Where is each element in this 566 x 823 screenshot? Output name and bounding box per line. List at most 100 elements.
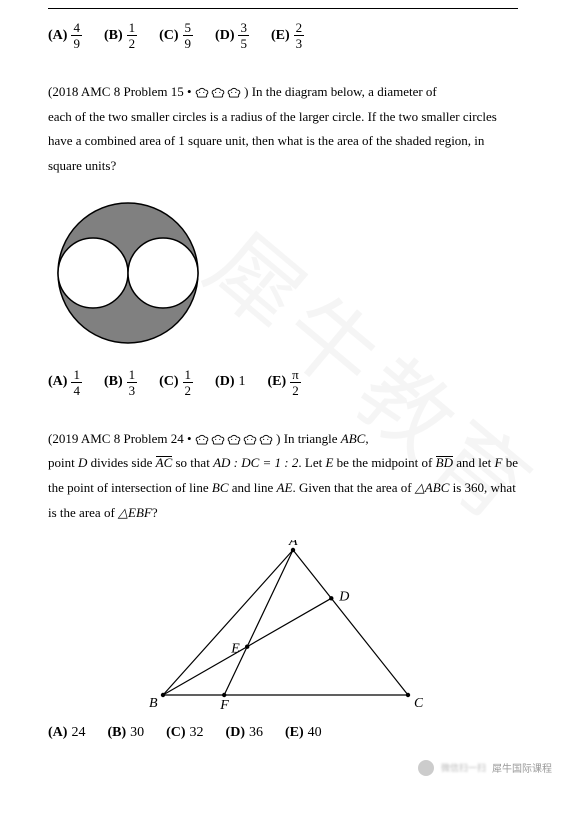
choice-c: (C) 59	[159, 21, 193, 50]
denominator: 9	[71, 36, 82, 50]
choice-e: (E) π2	[267, 368, 300, 397]
problem1-choices: (A) 14 (B) 13 (C) 12 (D) 1 (E) π2	[48, 368, 518, 397]
numerator: 2	[294, 21, 305, 36]
svg-text:A: A	[288, 540, 298, 549]
choice-d: (D) 35	[215, 21, 249, 50]
problem-source: (2018 AMC 8 Problem 15	[48, 84, 184, 99]
problem1-figure	[48, 193, 518, 358]
choice-b: (B) 12	[104, 21, 137, 50]
choice-e: (E) 23	[271, 21, 304, 50]
overline: BD	[436, 456, 453, 469]
math: △EBF	[118, 505, 152, 520]
t: point	[48, 455, 78, 470]
divider	[48, 8, 518, 9]
choice-d: (D) 36	[226, 725, 263, 741]
svg-text:D: D	[338, 589, 349, 604]
close-paren: )	[244, 84, 248, 99]
t: and line	[229, 480, 277, 495]
fraction: 13	[127, 368, 138, 397]
t: the area of	[357, 480, 415, 495]
wechat-icon	[417, 759, 435, 777]
val: 24	[71, 725, 85, 741]
choice-label: (C)	[166, 725, 185, 741]
t: divides side	[87, 455, 155, 470]
problem-text-lead: In the diagram below, a diameter of	[252, 84, 437, 99]
plain-val: 1	[238, 374, 245, 390]
numerator: π	[290, 368, 301, 383]
t: be the midpoint	[333, 455, 418, 470]
problem2-header: (2019 AMC 8 Problem 24 • ) In triangle A…	[48, 427, 518, 526]
numerator: 1	[71, 368, 82, 383]
choice-e: (E) 40	[285, 725, 322, 741]
problem-source: (2019 AMC 8 Problem 24	[48, 431, 184, 446]
math: BC	[212, 480, 229, 495]
t: so that	[172, 455, 213, 470]
choice-label: (E)	[285, 725, 304, 741]
fraction: 49	[71, 21, 82, 50]
choice-label: (A)	[48, 725, 67, 741]
choice-label: (D)	[226, 725, 245, 741]
text: ,	[365, 431, 368, 446]
choice-label: (B)	[104, 28, 123, 44]
numerator: 4	[71, 21, 82, 36]
fraction: π2	[290, 368, 301, 397]
problem2-choices: (A) 24 (B) 30 (C) 32 (D) 36 (E) 40	[48, 725, 518, 741]
choice-b: (B) 13	[104, 368, 137, 397]
denominator: 5	[238, 36, 249, 50]
fraction: 12	[183, 368, 194, 397]
overline: AC	[156, 456, 173, 469]
fraction: 23	[294, 21, 305, 50]
math: AD : DC = 1 : 2	[213, 455, 298, 470]
numerator: 1	[127, 21, 138, 36]
val: 36	[249, 725, 263, 741]
math: AE	[277, 480, 293, 495]
numerator: 5	[183, 21, 194, 36]
choice-c: (C) 32	[166, 725, 203, 741]
denominator: 3	[294, 36, 305, 50]
denominator: 4	[71, 383, 82, 397]
t: . Given that	[292, 480, 353, 495]
close-paren: )	[276, 431, 280, 446]
t: . Let	[298, 455, 325, 470]
svg-text:E: E	[230, 641, 240, 656]
choice-a: (A) 14	[48, 368, 82, 397]
triangle-diagram: ABCDEF	[143, 540, 423, 710]
choice-label: (D)	[215, 28, 234, 44]
choice-a: (A) 49	[48, 21, 82, 50]
choice-a: (A) 24	[48, 725, 85, 741]
fraction: 14	[71, 368, 82, 397]
denominator: 2	[183, 383, 194, 397]
val: 32	[190, 725, 204, 741]
numerator: 3	[238, 21, 249, 36]
fraction: 35	[238, 21, 249, 50]
t: and let	[453, 455, 495, 470]
choice-label: (A)	[48, 374, 67, 390]
choice-c: (C) 12	[159, 368, 193, 397]
circles-diagram	[48, 193, 208, 353]
footer-text: 犀牛国际课程	[492, 760, 552, 775]
choice-label: (B)	[107, 725, 126, 741]
dot-sep: •	[187, 84, 195, 99]
problem-text: each of the two smaller circles is a rad…	[48, 105, 518, 179]
choice-label: (E)	[271, 28, 290, 44]
choice-label: (C)	[159, 28, 178, 44]
val: 30	[130, 725, 144, 741]
math: D	[78, 455, 87, 470]
val: 40	[308, 725, 322, 741]
numerator: 1	[183, 368, 194, 383]
denominator: 2	[290, 383, 301, 397]
top-choices: (A) 49 (B) 12 (C) 59 (D) 35 (E) 23	[48, 21, 518, 50]
fraction: 12	[127, 21, 138, 50]
difficulty-icons	[195, 87, 241, 99]
choice-label: (A)	[48, 28, 67, 44]
math: △ABC	[415, 480, 450, 495]
choice-label: (B)	[104, 374, 123, 390]
svg-text:F: F	[219, 698, 229, 710]
difficulty-icons	[195, 434, 273, 446]
t: ?	[152, 505, 158, 520]
denominator: 3	[127, 383, 138, 397]
denominator: 2	[127, 36, 138, 50]
choice-d: (D) 1	[215, 374, 245, 390]
text: In triangle	[284, 431, 341, 446]
problem2-figure: ABCDEF	[48, 540, 518, 715]
